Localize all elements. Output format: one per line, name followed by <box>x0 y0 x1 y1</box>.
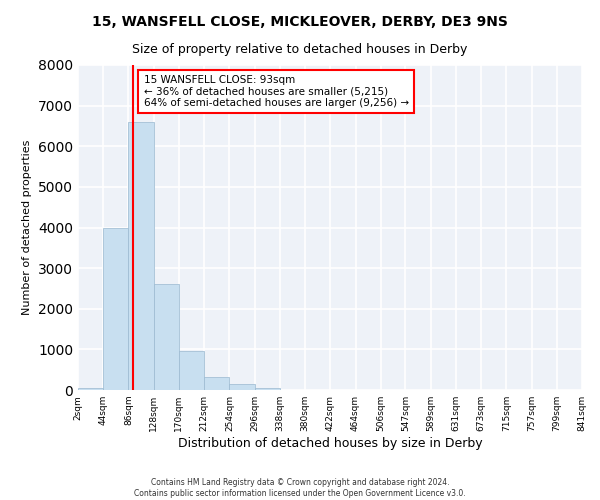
Bar <box>128 122 154 390</box>
Bar <box>229 384 254 390</box>
Bar <box>204 376 229 390</box>
Bar <box>103 228 128 390</box>
Bar <box>254 388 280 390</box>
Text: 15, WANSFELL CLOSE, MICKLEOVER, DERBY, DE3 9NS: 15, WANSFELL CLOSE, MICKLEOVER, DERBY, D… <box>92 15 508 29</box>
Bar <box>154 284 179 390</box>
Text: Size of property relative to detached houses in Derby: Size of property relative to detached ho… <box>133 42 467 56</box>
X-axis label: Distribution of detached houses by size in Derby: Distribution of detached houses by size … <box>178 437 482 450</box>
Text: Contains HM Land Registry data © Crown copyright and database right 2024.
Contai: Contains HM Land Registry data © Crown c… <box>134 478 466 498</box>
Bar <box>179 350 204 390</box>
Bar <box>78 388 103 390</box>
Y-axis label: Number of detached properties: Number of detached properties <box>22 140 32 315</box>
Text: 15 WANSFELL CLOSE: 93sqm
← 36% of detached houses are smaller (5,215)
64% of sem: 15 WANSFELL CLOSE: 93sqm ← 36% of detach… <box>143 74 409 108</box>
